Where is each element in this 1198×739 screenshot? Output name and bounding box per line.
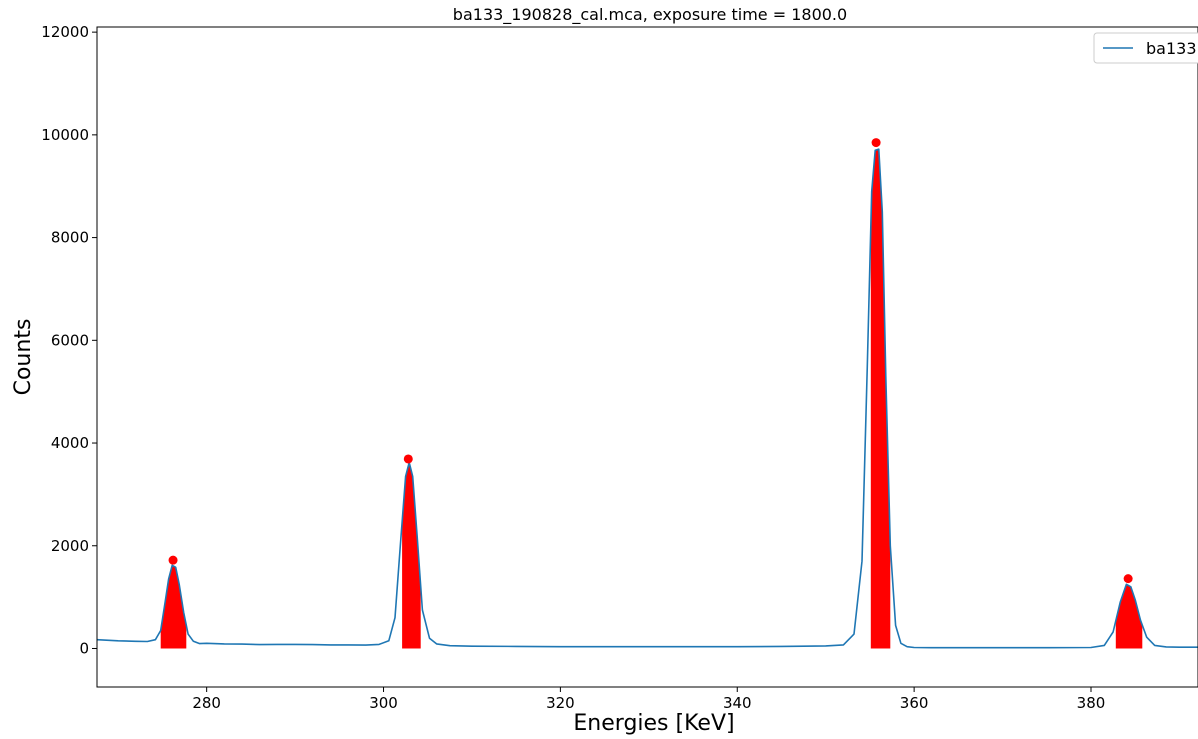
legend-box xyxy=(1093,32,1198,64)
x-tick-label-360: 360 xyxy=(900,694,929,712)
peak-band-group xyxy=(160,149,1143,649)
y-tick-label-2000: 2000 xyxy=(51,537,89,555)
peak-marker-1 xyxy=(168,555,178,565)
chart-title: ba133_190828_cal.mca, exposure time = 18… xyxy=(453,5,847,25)
peak-band-3 xyxy=(870,149,891,649)
peak-marker-group xyxy=(168,138,1133,584)
legend-label-ba133: ba133 xyxy=(1146,39,1197,58)
peak-band-2 xyxy=(402,462,421,649)
legend: ba133 xyxy=(1093,32,1198,64)
peak-marker-2 xyxy=(403,454,413,464)
x-axis-label: Energies [KeV] xyxy=(573,711,734,736)
y-tick-label-4000: 4000 xyxy=(51,434,89,452)
y-axis: 0 2000 4000 6000 8000 10000 12000 xyxy=(41,23,97,657)
series-line-ba133 xyxy=(97,148,1198,649)
x-tick-label-320: 320 xyxy=(546,694,575,712)
x-axis: 280 300 320 340 360 380 xyxy=(192,687,1105,712)
y-tick-label-12000: 12000 xyxy=(41,23,89,41)
peak-band-1 xyxy=(160,565,187,649)
y-axis-label: Counts xyxy=(11,319,36,396)
peak-band-4 xyxy=(1115,584,1143,649)
y-tick-label-10000: 10000 xyxy=(41,126,89,144)
peak-marker-4 xyxy=(1123,574,1133,584)
x-tick-label-300: 300 xyxy=(369,694,398,712)
plot-frame xyxy=(96,26,1198,688)
y-tick-label-8000: 8000 xyxy=(51,229,89,247)
x-tick-label-340: 340 xyxy=(723,694,752,712)
x-tick-label-280: 280 xyxy=(192,694,221,712)
y-tick-label-6000: 6000 xyxy=(51,331,89,349)
x-tick-label-380: 380 xyxy=(1077,694,1106,712)
series-line-group xyxy=(97,148,1198,649)
peak-marker-3 xyxy=(871,138,881,148)
y-tick-label-0: 0 xyxy=(79,639,89,657)
